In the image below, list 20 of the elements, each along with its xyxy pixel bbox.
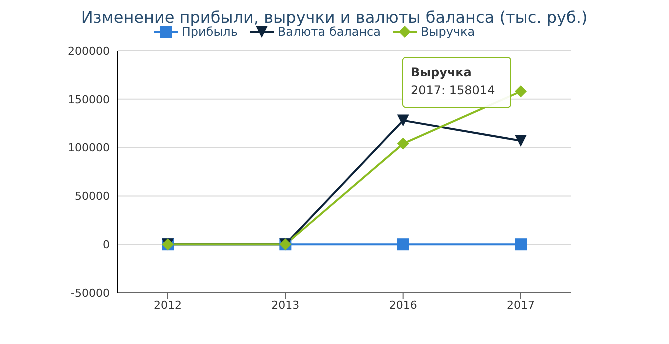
legend-label: Прибыль bbox=[182, 25, 238, 39]
y-tick-label: 200000 bbox=[68, 44, 110, 58]
x-tick-label: 2012 bbox=[154, 298, 182, 312]
x-tick-label: 2013 bbox=[272, 298, 300, 312]
annotation: 2017: 158014 bbox=[411, 84, 496, 98]
y-tick-label: 150000 bbox=[68, 93, 110, 106]
point bbox=[515, 238, 527, 251]
chart-title: Изменение прибыли, выручки и валюты баланса (тыс. руб.) bbox=[80, 8, 589, 27]
point bbox=[515, 86, 527, 98]
annotation: Выручка bbox=[411, 66, 472, 80]
y-tick-label: 100000 bbox=[68, 142, 110, 155]
y-tick-label: 50000 bbox=[75, 190, 110, 204]
x-tick-label: 2017 bbox=[507, 298, 535, 312]
x-tick-label: 2016 bbox=[389, 298, 418, 312]
point bbox=[397, 138, 410, 150]
y-tick-label: 0 bbox=[103, 238, 110, 252]
legend-label: Выручка bbox=[420, 25, 476, 39]
legend-label: Валюта баланса bbox=[278, 25, 382, 39]
point bbox=[397, 238, 410, 251]
y-tick-label: -50000 bbox=[71, 286, 110, 300]
